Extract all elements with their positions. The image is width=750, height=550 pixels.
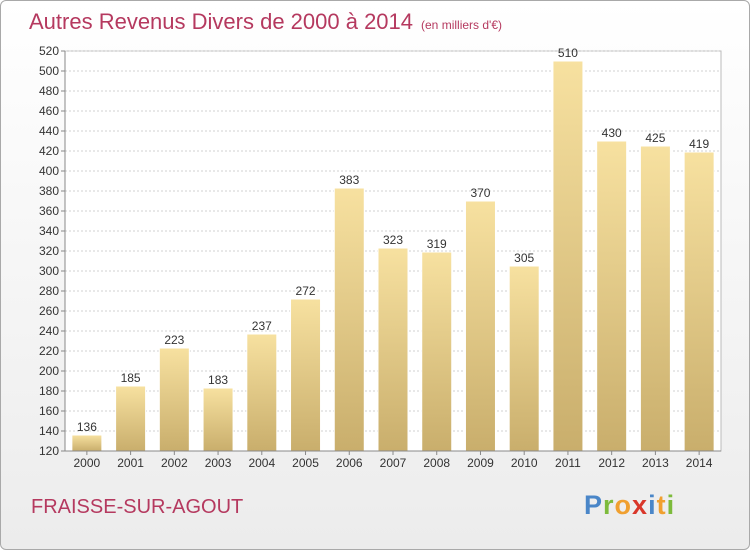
logo-letter: r	[603, 490, 615, 520]
bar-value-label: 419	[689, 137, 709, 151]
x-tick-label: 2005	[292, 456, 319, 470]
bar-value-label: 370	[470, 186, 490, 200]
y-tick-label: 140	[39, 424, 59, 438]
x-tick-label: 2011	[555, 456, 581, 470]
x-tick-label: 2003	[205, 456, 232, 470]
y-tick-label: 460	[39, 104, 59, 118]
bar	[377, 247, 409, 452]
bar	[333, 187, 365, 452]
x-tick-label: 2001	[117, 456, 144, 470]
y-tick-label: 340	[39, 224, 59, 238]
y-tick-label: 360	[39, 204, 59, 218]
x-tick-label: 2006	[336, 456, 363, 470]
y-tick-label: 160	[39, 404, 59, 418]
bar-value-label: 305	[514, 251, 534, 265]
logo-letter: t	[656, 490, 667, 520]
bar-value-label: 185	[121, 371, 141, 385]
logo-letter: o	[614, 490, 633, 520]
bar	[508, 265, 540, 452]
bar	[246, 333, 278, 452]
proxiti-logo: Proxiti	[584, 490, 675, 521]
bar	[639, 145, 671, 452]
bar	[596, 140, 628, 452]
x-tick-label: 2009	[467, 456, 494, 470]
bar-value-label: 383	[339, 173, 359, 187]
bar-value-label: 272	[296, 284, 316, 298]
bar-value-label: 510	[558, 46, 578, 60]
logo-letter: i	[648, 490, 657, 520]
bar-value-label: 430	[602, 126, 622, 140]
bar-value-label: 223	[164, 333, 184, 347]
x-tick-label: 2004	[248, 456, 275, 470]
chart-subtitle: (en milliers d'€)	[421, 18, 502, 32]
bar	[158, 347, 190, 452]
y-tick-label: 120	[39, 444, 59, 458]
x-tick-label: 2010	[511, 456, 538, 470]
y-tick-label: 300	[39, 264, 59, 278]
chart-title-text: Autres Revenus Divers de 2000 à 2014	[29, 9, 414, 34]
x-tick-label: 2002	[161, 456, 188, 470]
x-tick-label: 2000	[74, 456, 101, 470]
y-tick-label: 320	[39, 244, 59, 258]
x-tick-label: 2014	[686, 456, 713, 470]
y-tick-label: 520	[39, 44, 59, 58]
y-tick-label: 280	[39, 284, 59, 298]
bar	[115, 385, 147, 452]
bar-value-label: 237	[252, 319, 272, 333]
logo-letter: i	[666, 490, 676, 520]
x-tick-label: 2008	[423, 456, 450, 470]
y-tick-label: 260	[39, 304, 59, 318]
bar	[202, 387, 234, 452]
bar-value-label: 136	[77, 420, 97, 434]
x-tick-label: 2007	[380, 456, 407, 470]
y-tick-label: 220	[39, 344, 59, 358]
bar	[683, 151, 715, 452]
y-tick-label: 420	[39, 144, 59, 158]
bar	[71, 434, 103, 452]
bar	[421, 251, 453, 452]
bar	[464, 200, 496, 452]
y-tick-label: 240	[39, 324, 59, 338]
y-tick-label: 500	[39, 64, 59, 78]
y-tick-label: 480	[39, 84, 59, 98]
bar-value-label: 183	[208, 373, 228, 387]
chart-title: Autres Revenus Divers de 2000 à 2014 (en …	[29, 9, 502, 35]
city-name: FRAISSE-SUR-AGOUT	[31, 496, 244, 518]
bar	[290, 298, 322, 452]
logo-letter: P	[584, 490, 604, 520]
x-tick-label: 2013	[642, 456, 669, 470]
bar-value-label: 323	[383, 233, 403, 247]
x-tick-label: 2012	[598, 456, 625, 470]
logo-letter: x	[632, 490, 649, 520]
y-tick-label: 200	[39, 364, 59, 378]
y-tick-label: 180	[39, 384, 59, 398]
bar	[552, 60, 584, 452]
y-tick-label: 400	[39, 164, 59, 178]
y-tick-label: 440	[39, 124, 59, 138]
bar-value-label: 425	[645, 131, 665, 145]
bar-value-label: 319	[427, 237, 447, 251]
y-tick-label: 380	[39, 184, 59, 198]
